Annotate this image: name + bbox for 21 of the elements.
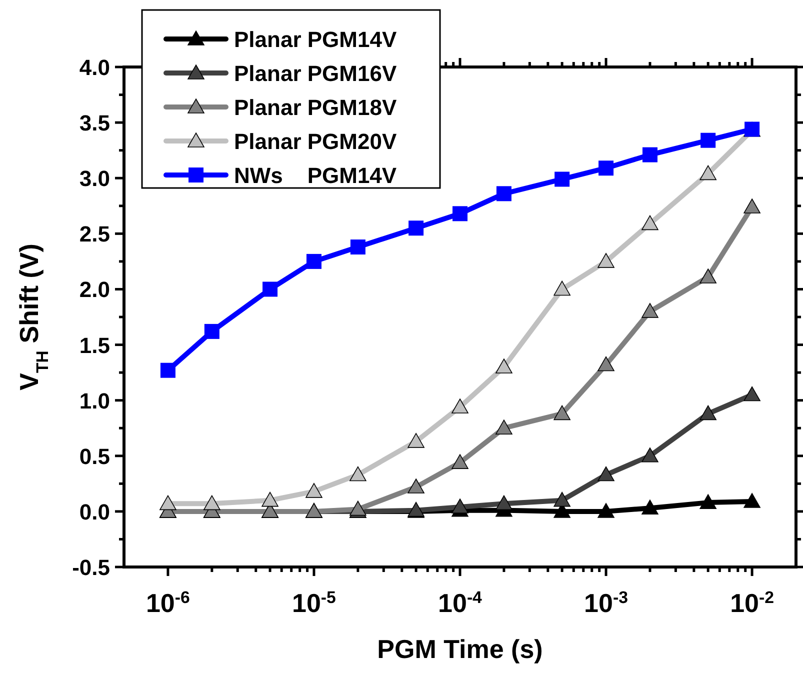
y-tick-label: 1.5 xyxy=(79,332,110,358)
x-tick-label: 10$^{-3}$ xyxy=(584,588,628,618)
legend-label: NWs PGM14V xyxy=(234,163,397,188)
legend-label: Planar PGM16V xyxy=(234,61,397,86)
x-axis-title: PGM Time (s) xyxy=(377,634,543,664)
y-tick-label: 1.0 xyxy=(79,388,110,414)
x-tick-label: 10$^{-6}$ xyxy=(146,588,190,618)
legend-label: Planar PGM18V xyxy=(234,95,397,120)
x-tick-label: 10$^{-2}$ xyxy=(730,588,774,618)
y-tick-label: 0.0 xyxy=(79,499,110,524)
y-tick-label: 3.0 xyxy=(79,166,110,192)
legend-label: Planar PGM14V xyxy=(234,27,397,52)
y-tick-label: 3.5 xyxy=(79,110,110,136)
legend-label: Planar PGM20V xyxy=(234,129,397,154)
x-tick-label: 10$^{-4}$ xyxy=(438,588,483,618)
y-tick-label: 0.5 xyxy=(79,444,110,469)
y-tick-label: 4.0 xyxy=(79,55,110,80)
y-tick-label: 2.0 xyxy=(79,277,110,302)
x-tick-label: 10$^{-5}$ xyxy=(292,588,336,618)
y-tick-label: 2.5 xyxy=(79,222,110,247)
y-tick-label: -0.5 xyxy=(72,555,110,580)
